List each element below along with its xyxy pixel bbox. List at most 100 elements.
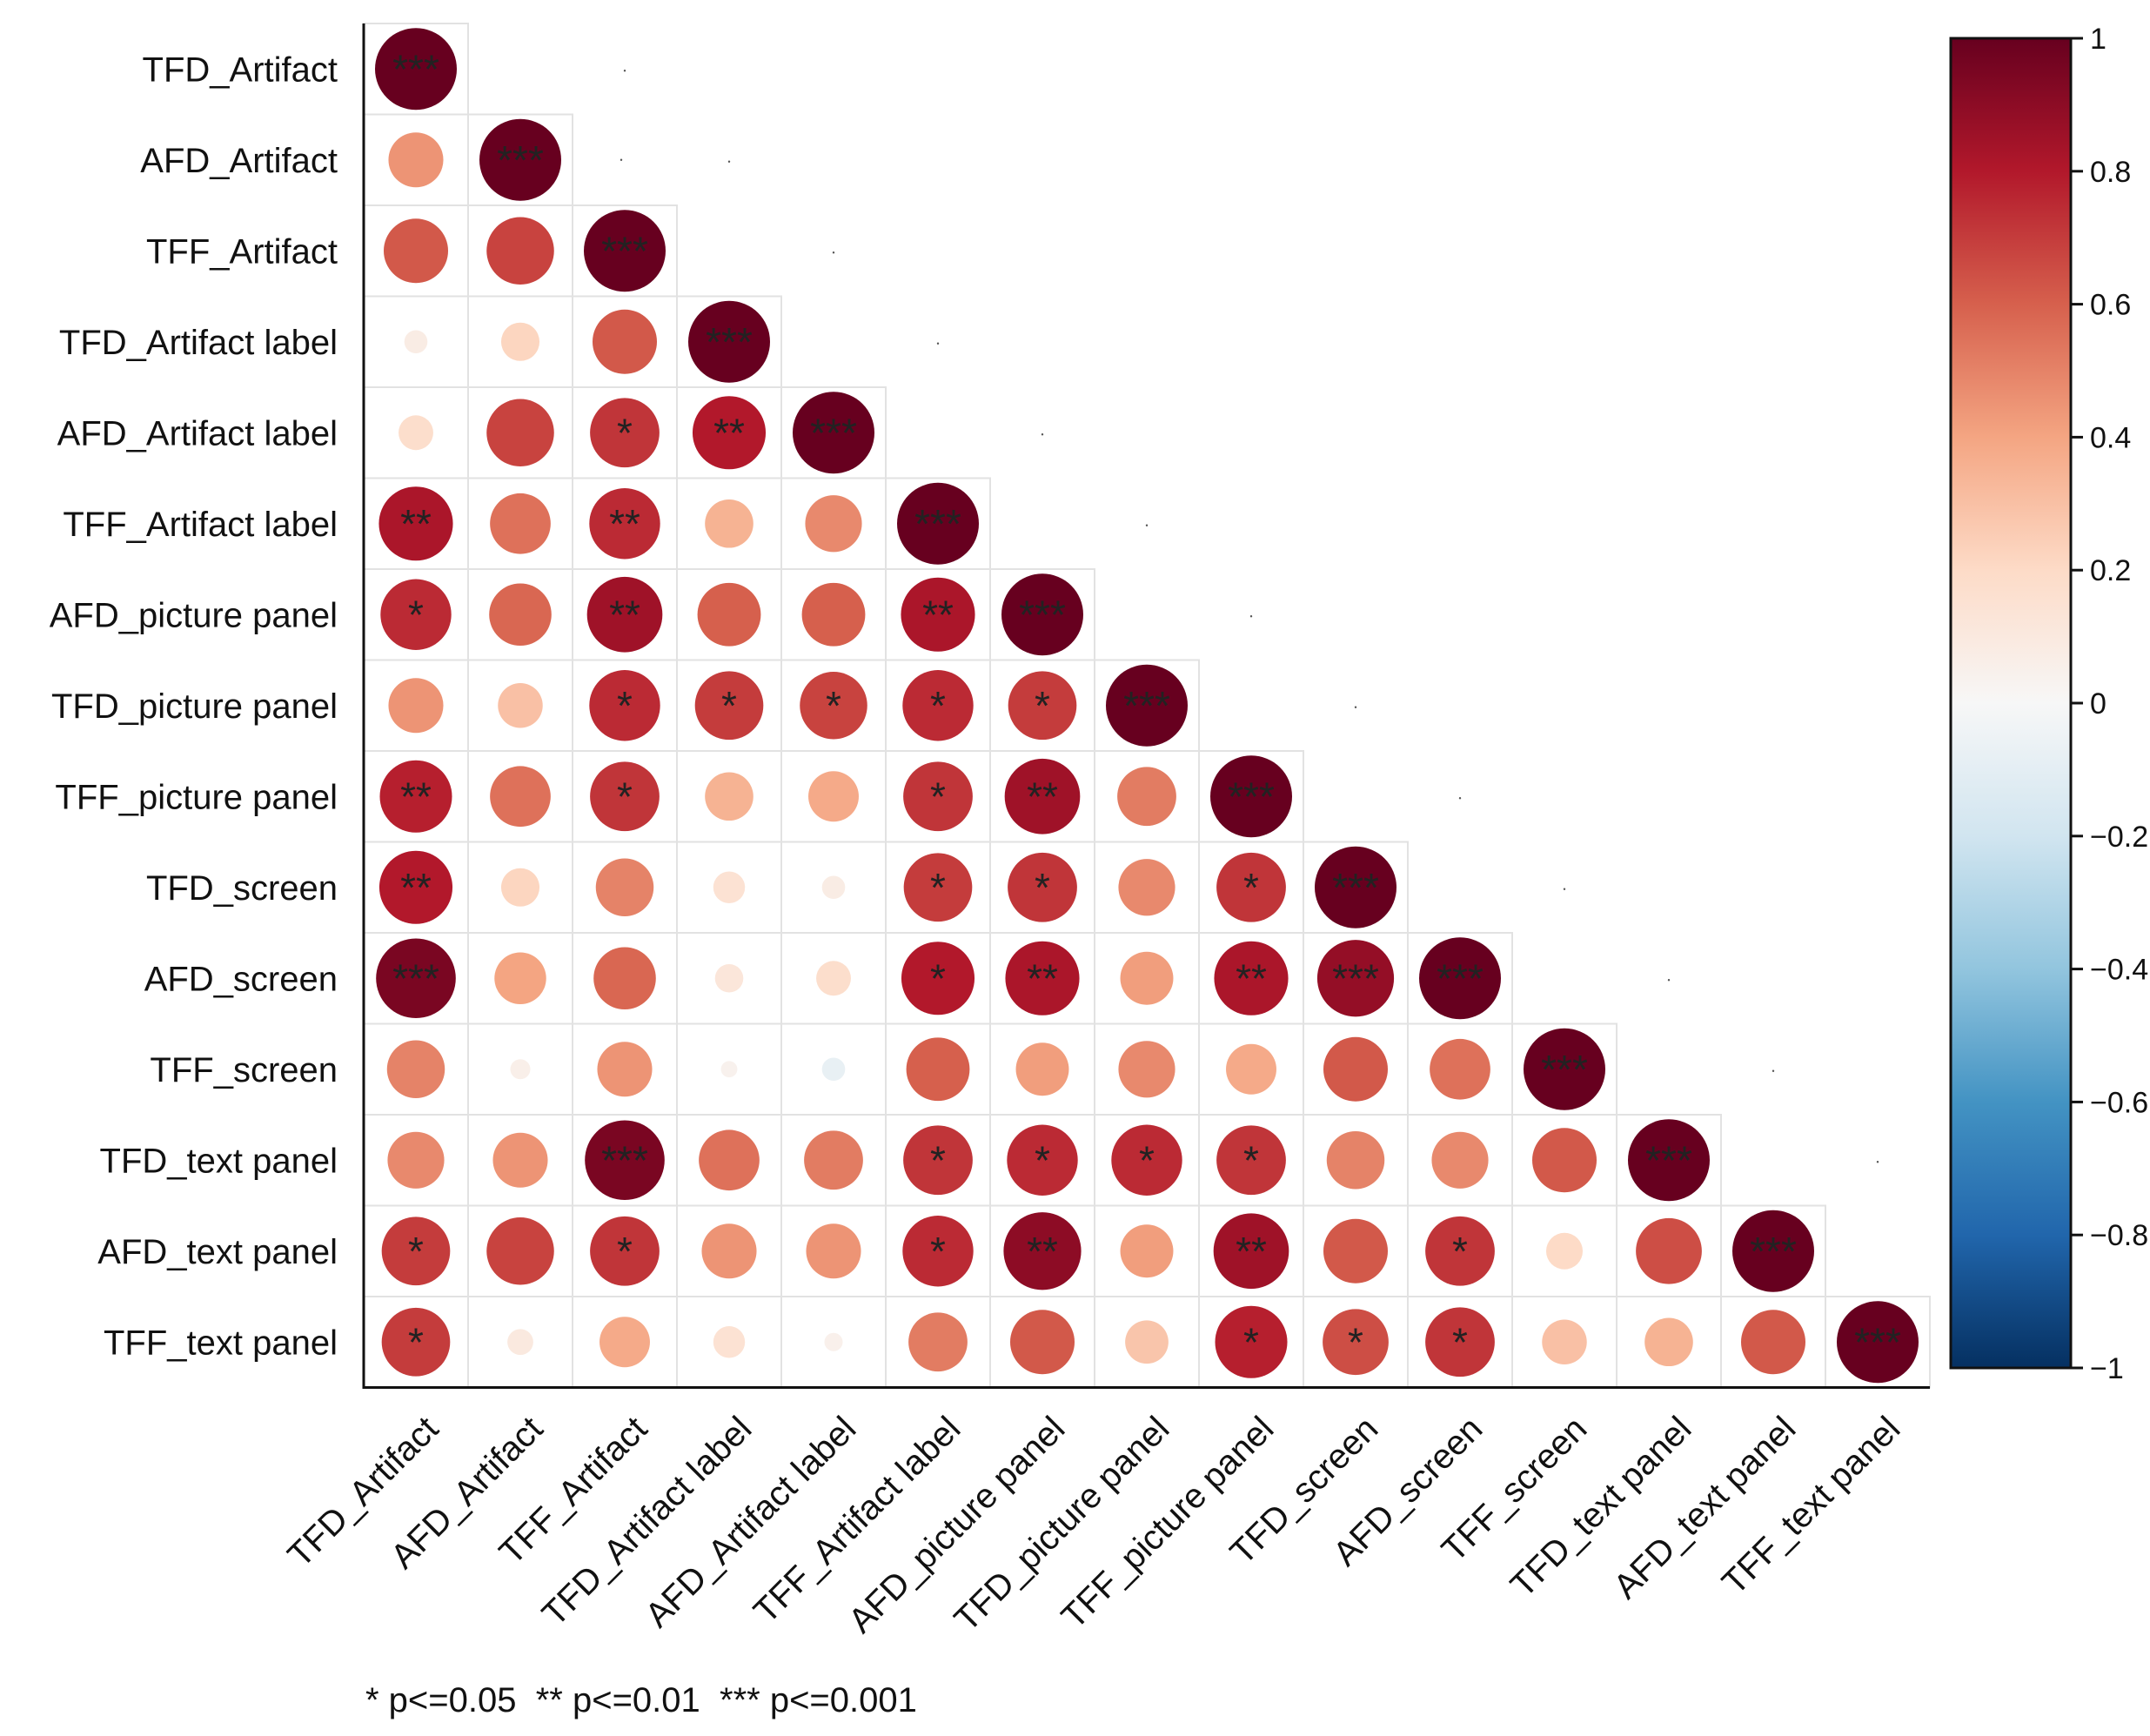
significance-mark: * xyxy=(930,683,946,728)
significance-mark: *** xyxy=(706,319,753,365)
corr-circle-tfd-picture-panel-tff-artifact-label xyxy=(902,670,974,741)
x-axis-labels: TFD_ArtifactAFD_ArtifactTFF_ArtifactTFD_… xyxy=(281,1410,1908,1640)
corr-circle-tff-screen-tfd-picture-panel xyxy=(1118,1041,1175,1098)
colorbar-tick-label: −0.2 xyxy=(2090,821,2148,854)
y-label-tfd-screen: TFD_screen xyxy=(146,869,338,908)
y-axis-labels: TFD_Artifact AFD_Artifact TFF_Artifact TFD_… xyxy=(50,50,338,1362)
corr-circle-tff-text-panel-tff-artifact-label xyxy=(908,1312,968,1372)
corr-circle-afd-screen-afd-screen xyxy=(1419,937,1501,1020)
x-label-tff-text-panel: TFF_text panel xyxy=(1715,1410,1907,1602)
significance-mark: * xyxy=(930,1229,946,1274)
y-label-afd-artifact: AFD_Artifact xyxy=(140,142,338,180)
x-label-afd-text-panel: AFD_text panel xyxy=(1606,1410,1803,1606)
significance-mark: *** xyxy=(1750,1229,1797,1274)
corr-circle-afd-screen-afd-artifact-label xyxy=(816,961,851,996)
corr-circle-tff-text-panel-afd-artifact xyxy=(507,1329,533,1356)
significance-mark: ** xyxy=(713,410,745,455)
corr-circle-tfd-picture-panel-tfd-artifact-label xyxy=(694,671,764,741)
corr-circle-afd-text-panel-tfd-text-panel xyxy=(1636,1217,1702,1284)
significance-mark: *** xyxy=(914,501,961,546)
corr-circle-tfd-picture-panel-tfd-artifact xyxy=(388,678,444,734)
corr-circle-tfd-artifact-label-tff-artifact xyxy=(592,309,658,374)
corr-circle-tff-text-panel-tfd-picture-panel xyxy=(1125,1320,1169,1364)
significance-mark: * xyxy=(721,683,737,728)
corr-circle-afd-picture-panel-tff-artifact-label xyxy=(901,577,975,652)
significance-mark: * xyxy=(408,1229,424,1274)
corr-circle-tfd-text-panel-tff-picture-panel xyxy=(1216,1125,1286,1196)
corr-circle-tfd-text-panel-tff-artifact-label xyxy=(903,1125,973,1196)
significance-mark: * xyxy=(930,1137,946,1183)
corr-circle-afd-artifact-label-afd-artifact-label xyxy=(793,392,874,474)
y-label-tfd-picture-panel: TFD_picture panel xyxy=(51,687,338,726)
corr-circle-tff-text-panel-tff-text-panel xyxy=(1837,1301,1919,1384)
significance-mark: ** xyxy=(1236,955,1267,1001)
corr-circle-tfd-screen-tfd-picture-panel xyxy=(1118,859,1175,916)
corr-circle-tff-screen-afd-artifact xyxy=(510,1059,531,1080)
corr-circle-tff-picture-panel-tff-artifact xyxy=(590,761,660,832)
y-label-tff-artifact-label: TFF_Artifact label xyxy=(63,506,338,544)
corr-circle-tfd-artifact-label-afd-artifact xyxy=(500,322,540,361)
corr-circle-tfd-screen-tff-artifact xyxy=(595,858,654,916)
significance-mark: * xyxy=(1243,1319,1259,1364)
diagonal-dot xyxy=(1249,615,1253,618)
corr-circle-afd-text-panel-afd-artifact xyxy=(486,1217,554,1285)
corr-circle-tff-screen-tff-artifact xyxy=(597,1042,653,1097)
corr-circle-tfd-picture-panel-afd-artifact xyxy=(498,683,543,728)
significance-mark: * xyxy=(1035,683,1050,728)
corr-circle-tff-picture-panel-tfd-picture-panel xyxy=(1117,767,1176,827)
corr-circle-afd-text-panel-tff-artifact xyxy=(590,1216,660,1286)
significance-mark: * xyxy=(617,1229,633,1274)
corr-circle-afd-artifact-tfd-artifact xyxy=(388,132,444,188)
y-label-afd-text-panel: AFD_text panel xyxy=(97,1233,338,1271)
corr-circle-tff-screen-tfd-screen xyxy=(1323,1036,1389,1102)
corr-circle-tfd-text-panel-tff-screen xyxy=(1531,1128,1597,1193)
significance-mark: * xyxy=(617,683,633,728)
corr-circle-tff-artifact-label-afd-artifact-label xyxy=(805,495,862,553)
significance-mark: * xyxy=(1348,1319,1363,1364)
corr-circle-tfd-text-panel-tff-artifact xyxy=(585,1120,665,1201)
corr-circle-tfd-screen-tfd-artifact xyxy=(378,850,453,924)
colorbar: 1 0.8 0.6 0.4 0.2 0 −0.2 −0.4 −0.6 −0.8 −1 xyxy=(1949,23,2148,1385)
corr-circle-tfd-screen-afd-picture-panel xyxy=(1008,852,1077,922)
corr-circle-tff-text-panel-tfd-artifact xyxy=(381,1307,451,1377)
corr-circle-afd-screen-tfd-picture-panel xyxy=(1120,951,1174,1005)
significance-mark: *** xyxy=(1437,955,1484,1001)
y-label-afd-picture-panel: AFD_picture panel xyxy=(50,596,338,634)
diagonal-dot xyxy=(623,70,626,72)
corr-circle-afd-picture-panel-tfd-artifact-label xyxy=(697,582,761,647)
diagonal-dot xyxy=(1458,797,1462,800)
corr-circle-afd-text-panel-tff-picture-panel xyxy=(1213,1213,1289,1290)
significance-mark: * xyxy=(1035,1137,1050,1183)
corr-circle-tff-screen-tff-picture-panel xyxy=(1226,1043,1276,1095)
corr-circle-tfd-screen-tff-picture-panel xyxy=(1216,852,1286,922)
corr-circle-tff-artifact-label-tfd-artifact xyxy=(378,486,453,561)
significance-mark: *** xyxy=(392,955,439,1001)
corr-circle-afd-screen-tfd-artifact-label xyxy=(714,963,744,993)
diagonal-dot xyxy=(1667,979,1671,982)
diagonal-dot xyxy=(1772,1069,1775,1072)
corr-circle-tff-picture-panel-afd-artifact-label xyxy=(808,771,859,822)
significance-mark: ** xyxy=(400,865,432,910)
corr-circle-tff-text-panel-tfd-screen xyxy=(1323,1309,1389,1376)
y-label-tff-text-panel: TFF_text panel xyxy=(104,1324,338,1362)
corr-circle-tfd-picture-panel-afd-picture-panel xyxy=(1008,671,1077,741)
corr-circle-tff-text-panel-tff-screen xyxy=(1542,1319,1587,1364)
corr-circle-tfd-artifact-label-tfd-artifact-label xyxy=(688,300,770,383)
significance-mark: *** xyxy=(1123,683,1170,728)
axes xyxy=(362,23,1930,1389)
corr-circle-tff-picture-panel-tff-artifact-label xyxy=(903,761,973,832)
corr-circle-tff-screen-afd-screen xyxy=(1430,1038,1490,1100)
corr-circle-afd-artifact-label-tff-artifact xyxy=(590,398,660,468)
colorbar-tick-label: 0 xyxy=(2090,687,2106,721)
corr-circle-tff-text-panel-tff-artifact xyxy=(599,1317,650,1368)
correlation-circles xyxy=(375,28,1919,1384)
significance-mark: *** xyxy=(392,46,439,91)
significance-mark: * xyxy=(408,592,424,637)
significance-mark: *** xyxy=(1228,774,1275,819)
diagonal-dot xyxy=(936,342,940,345)
corr-circle-afd-text-panel-tfd-picture-panel xyxy=(1120,1224,1174,1278)
corr-circle-tff-screen-tfd-artifact-label xyxy=(720,1061,738,1078)
corr-circle-afd-artifact-afd-artifact xyxy=(479,118,561,201)
corr-circle-tff-artifact-tfd-artifact xyxy=(383,218,449,284)
corr-circle-afd-screen-tff-picture-panel xyxy=(1214,941,1289,1015)
